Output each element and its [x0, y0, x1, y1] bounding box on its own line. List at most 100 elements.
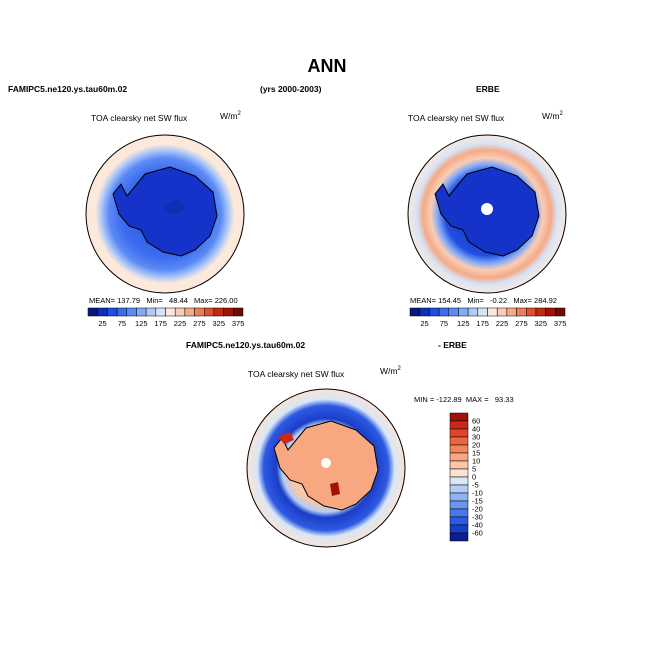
obs-stats: MEAN= 154.45 Min= -0.22 Max= 284.92	[410, 296, 557, 305]
obs-field-label: TOA clearsky net SW flux	[408, 113, 505, 123]
colorbar-cell	[155, 307, 166, 317]
colorbar-cell	[165, 307, 176, 317]
colorbar-tick-label: -30	[472, 513, 483, 522]
colorbar-cell	[449, 524, 469, 534]
colorbar-cell	[516, 307, 527, 317]
colorbar-cell	[449, 508, 469, 518]
diff-stats: MIN = -122.89 MAX = 93.33	[414, 395, 514, 404]
colorbar-tick-label: 125	[135, 319, 148, 328]
colorbar-cell	[409, 307, 420, 317]
obs-units-label: W/m2	[542, 111, 563, 121]
colorbar-tick-label: -20	[472, 505, 483, 514]
colorbar-cell	[449, 452, 469, 462]
diff-polar-map	[246, 388, 406, 548]
colorbar-cell	[233, 307, 244, 317]
model-field-label: TOA clearsky net SW flux	[91, 113, 188, 123]
colorbar-cell	[477, 307, 488, 317]
colorbar-cell	[213, 307, 224, 317]
model-units-label: W/m2	[220, 111, 241, 121]
colorbar-tick-label: 15	[472, 449, 480, 458]
colorbar-tick-label: 275	[515, 319, 528, 328]
colorbar-tick-label: 60	[472, 417, 480, 426]
colorbar-cell	[449, 428, 469, 438]
colorbar-cell	[449, 516, 469, 526]
colorbar-cell	[506, 307, 517, 317]
obs-name-label: ERBE	[476, 84, 500, 94]
colorbar-cell	[449, 500, 469, 510]
diff-field-label: TOA clearsky net SW flux	[248, 369, 345, 379]
colorbar-tick-label: 25	[420, 319, 428, 328]
colorbar-cell	[145, 307, 157, 317]
diff-units-label: W/m2	[380, 366, 401, 376]
colorbar-cell	[526, 307, 537, 317]
colorbar-cell	[449, 492, 469, 502]
colorbar-cell	[449, 436, 469, 446]
colorbar-cell	[107, 307, 118, 317]
colorbar-cell	[126, 307, 137, 317]
diff-obs-label: - ERBE	[438, 340, 467, 350]
model-units-text: W/m	[220, 111, 238, 121]
colorbar-tick-label: 175	[154, 319, 167, 328]
obs-colorbar: 25 75 125 175 225 275 325 375	[409, 307, 567, 328]
model-stats: MEAN= 137.79 Min= 48.44 Max= 226.00	[89, 296, 238, 305]
colorbar-tick-label: 40	[472, 425, 480, 434]
diff-units-text: W/m	[380, 366, 398, 376]
model-colorbar: 25 75 125 175 225 275 325 375	[87, 307, 244, 328]
colorbar-cell	[449, 420, 469, 430]
colorbar-cell	[116, 307, 127, 317]
colorbar-cell	[545, 307, 556, 317]
colorbar-tick-label: -40	[472, 521, 483, 530]
colorbar-cell	[449, 484, 469, 494]
colorbar-cell	[449, 460, 469, 470]
colorbar-tick-label: 225	[496, 319, 509, 328]
colorbar-cell	[174, 307, 186, 317]
colorbar-tick-label: 375	[554, 319, 567, 328]
colorbar-cell	[449, 468, 469, 478]
colorbar-cell	[438, 307, 449, 317]
colorbar-tick-label: 225	[174, 319, 187, 328]
colorbar-cell	[467, 307, 479, 317]
colorbar-tick-label: 30	[472, 433, 480, 442]
colorbar-tick-label: 75	[440, 319, 448, 328]
model-polar-map	[85, 134, 245, 294]
colorbar-tick-label: 275	[193, 319, 206, 328]
colorbar-tick-label: -5	[472, 481, 479, 490]
colorbar-cell	[535, 307, 546, 317]
colorbar-tick-label: -10	[472, 489, 483, 498]
diff-case-label: FAMIPC5.ne120.ys.tau60m.02	[186, 340, 306, 350]
colorbar-tick-label: 25	[98, 319, 106, 328]
diff-units-sup: 2	[397, 366, 401, 373]
colorbar-cell	[223, 307, 234, 317]
colorbar-tick-label: 175	[476, 319, 489, 328]
colorbar-cell	[555, 307, 566, 317]
colorbar-tick-label: 10	[472, 457, 480, 466]
colorbar-cell	[449, 532, 469, 542]
colorbar-cell	[448, 307, 459, 317]
obs-units-text: W/m	[542, 111, 560, 121]
colorbar-tick-label: 75	[118, 319, 126, 328]
colorbar-tick-label: 20	[472, 441, 480, 450]
colorbar-cell	[429, 307, 440, 317]
colorbar-tick-label: 5	[472, 465, 476, 474]
colorbar-tick-label: 125	[457, 319, 470, 328]
colorbar-tick-label: 0	[472, 473, 476, 482]
obs-units-sup: 2	[559, 111, 563, 118]
obs-polar-map	[407, 134, 567, 294]
colorbar-cell	[194, 307, 205, 317]
colorbar-tick-label: 325	[213, 319, 226, 328]
colorbar-cell	[204, 307, 215, 317]
colorbar-cell	[184, 307, 195, 317]
colorbar-cell	[97, 307, 108, 317]
colorbar-tick-label: -15	[472, 497, 483, 506]
colorbar-tick-label: -60	[472, 529, 483, 538]
colorbar-cell	[487, 307, 498, 317]
colorbar-cell	[419, 307, 430, 317]
colorbar-cell	[449, 476, 469, 486]
figure-title: ANN	[307, 56, 347, 76]
colorbar-cell	[449, 412, 469, 422]
colorbar-cell	[458, 307, 469, 317]
colorbar-cell	[136, 307, 147, 317]
colorbar-cell	[87, 307, 98, 317]
model-units-sup: 2	[237, 111, 241, 118]
